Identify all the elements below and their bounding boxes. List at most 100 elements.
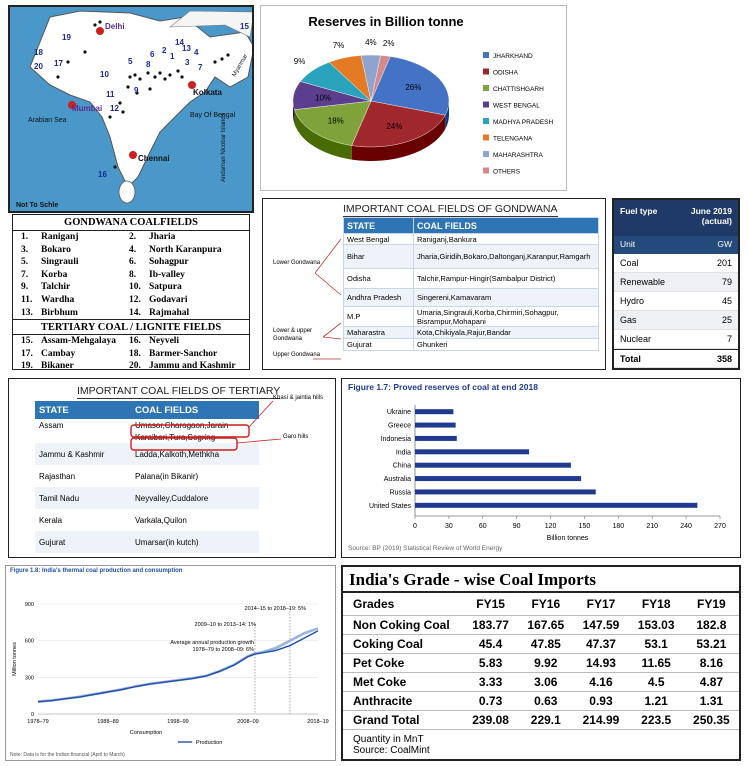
table-row: West Bengal Raniganj,Bankura bbox=[343, 233, 599, 245]
table-row: Bihar Jharia,Giridih,Bokaro,Daltonganj,Ka… bbox=[343, 244, 599, 269]
map-number: 20 bbox=[34, 62, 43, 71]
table-row: Rajasthan Palana(in Bikanir) bbox=[35, 465, 259, 487]
coalfield-name: Barmer-Sanchor bbox=[149, 348, 218, 359]
coalfield-list-row: 13. Birbhum 14. Rajmahal bbox=[13, 307, 249, 320]
y-category-label: Greece bbox=[388, 423, 411, 430]
table-cell: Singereni,Kamavaram bbox=[413, 288, 599, 307]
grade-name: Grand Total bbox=[343, 710, 463, 730]
coalfield-name: Sohagpur bbox=[149, 257, 189, 268]
import-value: 4.16 bbox=[573, 672, 629, 692]
table-cell: M.P bbox=[343, 306, 414, 327]
map-number: 14 bbox=[175, 38, 184, 47]
pie-slice-jharkhand bbox=[370, 56, 450, 116]
coalfield-number: 2. bbox=[129, 232, 137, 242]
y-category-label: Indonesia bbox=[381, 436, 411, 443]
coalfield-number: 16. bbox=[129, 336, 141, 347]
chart-annotation: 2009–10 to 2013–14: 1% bbox=[195, 622, 257, 628]
sri-lanka bbox=[118, 180, 136, 204]
fuel-row: Coal 201 bbox=[614, 254, 738, 273]
table-row: Kerala Varkala,Quilon bbox=[35, 509, 259, 531]
map-label-not-to-scale: Not To Schle bbox=[16, 202, 58, 209]
map-number: 1 bbox=[170, 52, 175, 61]
y-tick-label: 900 bbox=[25, 602, 34, 608]
imports-row: Met Coke 3.33 3.06 4.16 4.5 4.87 bbox=[343, 672, 739, 692]
fuel-row: Nuclear 7 bbox=[614, 330, 738, 349]
table-cell: Jharia,Giridih,Bokaro,Daltonganj,Karanpu… bbox=[413, 244, 599, 269]
legend-label: WEST BENGAL bbox=[493, 103, 540, 110]
coalfield-list-row: 3. Bokaro 4. North Karanpura bbox=[13, 244, 249, 257]
pie-slice-odisha bbox=[351, 100, 446, 148]
table-header-row: STATE COAL FIELDS bbox=[343, 217, 599, 234]
x-tick-label: 1998–99 bbox=[167, 719, 188, 725]
gondwana-fields-table: STATE COAL FIELDS West Bengal Raniganj,Bank… bbox=[343, 217, 599, 351]
imports-header-cell: FY19 bbox=[683, 593, 739, 616]
grade-name: Met Coke bbox=[343, 672, 463, 692]
coalfield-number: 3. bbox=[21, 244, 29, 255]
coalfield-number: 8. bbox=[129, 269, 137, 280]
y-category-label: United States bbox=[369, 503, 412, 510]
table-cell: Gujurat bbox=[343, 338, 414, 351]
chennai-marker bbox=[129, 151, 137, 159]
legend-swatch bbox=[483, 151, 489, 157]
table-row: Odisha Talchir,Rampur-Hingir(Sambalpur Di… bbox=[343, 268, 599, 289]
coalfield-number: 6. bbox=[129, 257, 137, 268]
table-row: Karaibari,Tura,Sogring bbox=[35, 431, 259, 443]
pie-value-label: 7% bbox=[333, 41, 345, 50]
x-tick-label: 2018–19 bbox=[307, 719, 328, 725]
thermal-coal-panel: Figure 1.8: India's thermal coal product… bbox=[5, 565, 336, 761]
imports-row: Coking Coal 45.4 47.85 47.37 53.1 53.21 bbox=[343, 634, 739, 654]
import-value: 229.1 bbox=[518, 710, 574, 730]
import-value: 9.92 bbox=[518, 653, 574, 673]
import-value: 239.08 bbox=[463, 710, 519, 730]
imports-header-cell: Grades bbox=[343, 593, 463, 616]
grade-name: Anthracite bbox=[343, 691, 463, 711]
y-category-label: Russia bbox=[390, 489, 412, 496]
legend-swatch bbox=[483, 68, 489, 75]
map-label-chennai: Chennai bbox=[138, 154, 170, 163]
table-cell: Varkala,Quilon bbox=[131, 509, 259, 531]
tertiary-list-rows: 15. Assam-Mehgalaya 16. Neyveli 17. Cambay 18.… bbox=[13, 335, 249, 370]
import-value: 3.33 bbox=[463, 672, 519, 692]
imports-title: India's Grade - wise Coal Imports bbox=[343, 567, 739, 593]
fuel-rows: Coal 201 Renewable 79 Hydro 45 Gas 25 Nuclear 7 bbox=[614, 254, 738, 349]
table-header-cell: COAL FIELDS bbox=[135, 404, 199, 416]
pie-value-label: 18% bbox=[328, 117, 344, 126]
bar-russia bbox=[415, 489, 596, 495]
x-tick-label: 120 bbox=[545, 523, 557, 530]
fuel-capacity: 25 bbox=[721, 315, 732, 325]
table-header-cell: STATE bbox=[343, 217, 414, 234]
coalfield-number: 17. bbox=[21, 348, 33, 359]
coalfield-list-row: 17. Cambay 18. Barmer-Sanchor bbox=[13, 348, 249, 361]
coalfield-number: 10. bbox=[129, 282, 141, 293]
table-cell: Rajasthan bbox=[35, 465, 131, 487]
table-cell: Kota,Chikiyala,Rajur,Bandar bbox=[413, 326, 599, 339]
gondwana-fields-panel: IMPORTANT COAL FIELDS OF GONDWANA STATE C… bbox=[262, 198, 606, 370]
coalfield-number: 4. bbox=[129, 244, 137, 255]
coalfield-name: Singrauli bbox=[41, 257, 79, 268]
coalfield-number: 20. bbox=[129, 361, 141, 370]
map-number: 4 bbox=[194, 48, 199, 57]
pie-value-label: 9% bbox=[294, 57, 306, 66]
import-value: 3.06 bbox=[518, 672, 574, 692]
legend-label: ODISHA bbox=[493, 70, 519, 77]
coalfield-number: 18. bbox=[129, 348, 141, 359]
map-number: 16 bbox=[98, 170, 107, 179]
x-tick-label: 2008–09 bbox=[237, 719, 258, 725]
x-tick-label: 0 bbox=[413, 523, 417, 530]
table-cell: Palana(in Bikanir) bbox=[131, 465, 259, 487]
coalfield-name: North Karanpura bbox=[149, 244, 222, 255]
y-category-label: Australia bbox=[384, 476, 411, 483]
mumbai-marker bbox=[68, 101, 76, 109]
table-cell: Tamil Nadu bbox=[35, 487, 131, 509]
pie-value-label: 2% bbox=[383, 39, 395, 48]
coalfield-name: Korba bbox=[41, 269, 68, 280]
coalfield-list-row: 11. Wardha 12. Godavari bbox=[13, 294, 249, 307]
map-number: 7 bbox=[198, 63, 203, 72]
x-tick-label: 270 bbox=[714, 523, 726, 530]
fuel-unit-label: Unit bbox=[620, 239, 636, 249]
fuel-header-date: June 2019 (actual) bbox=[690, 206, 732, 226]
import-value: 223.5 bbox=[628, 710, 684, 730]
imports-header-cell: FY17 bbox=[573, 593, 629, 616]
callout-garo: Garo hills bbox=[283, 434, 309, 440]
coalfield-list-row: 1. Raniganj 2. Jharia bbox=[13, 231, 249, 244]
